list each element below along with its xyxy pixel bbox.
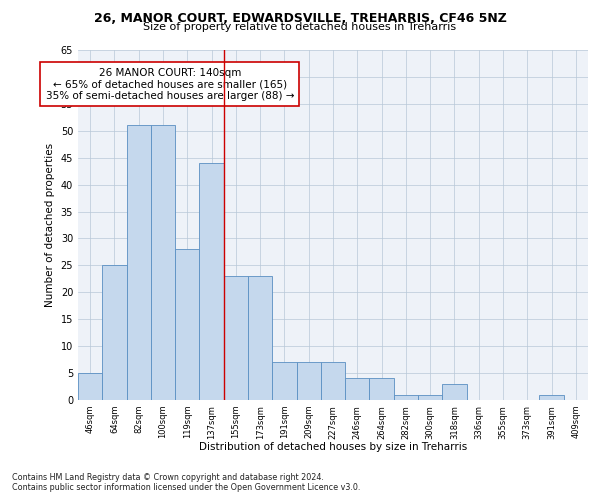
Bar — [296, 362, 321, 400]
Bar — [345, 378, 370, 400]
Bar — [78, 373, 102, 400]
Bar — [370, 378, 394, 400]
Text: 26 MANOR COURT: 140sqm
← 65% of detached houses are smaller (165)
35% of semi-de: 26 MANOR COURT: 140sqm ← 65% of detached… — [46, 68, 294, 100]
Bar — [272, 362, 296, 400]
Bar — [224, 276, 248, 400]
Bar — [248, 276, 272, 400]
Text: Distribution of detached houses by size in Treharris: Distribution of detached houses by size … — [199, 442, 467, 452]
Bar — [199, 163, 224, 400]
Bar — [102, 266, 127, 400]
Y-axis label: Number of detached properties: Number of detached properties — [45, 143, 55, 307]
Text: 26, MANOR COURT, EDWARDSVILLE, TREHARRIS, CF46 5NZ: 26, MANOR COURT, EDWARDSVILLE, TREHARRIS… — [94, 12, 506, 26]
Text: Size of property relative to detached houses in Treharris: Size of property relative to detached ho… — [143, 22, 457, 32]
Bar — [539, 394, 564, 400]
Text: Contains public sector information licensed under the Open Government Licence v3: Contains public sector information licen… — [12, 484, 361, 492]
Bar — [418, 394, 442, 400]
Bar — [175, 249, 199, 400]
Bar — [394, 394, 418, 400]
Bar — [127, 126, 151, 400]
Bar — [321, 362, 345, 400]
Text: Contains HM Land Registry data © Crown copyright and database right 2024.: Contains HM Land Registry data © Crown c… — [12, 472, 324, 482]
Bar — [151, 126, 175, 400]
Bar — [442, 384, 467, 400]
